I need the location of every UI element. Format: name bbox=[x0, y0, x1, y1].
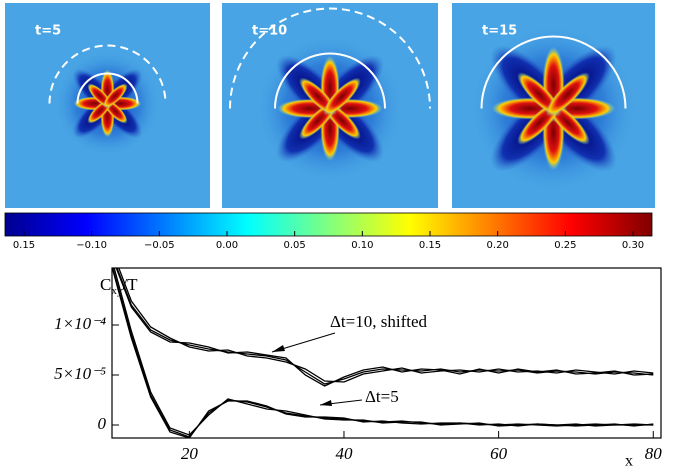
arrow-head bbox=[320, 400, 332, 406]
plot-frame bbox=[111, 267, 662, 439]
annotation: Δt=10, shifted bbox=[330, 312, 428, 331]
colorbar-tick-label: 0.25 bbox=[554, 240, 576, 251]
petal bbox=[102, 83, 128, 109]
colorbar bbox=[4, 212, 653, 237]
heatmaps: t=5 t=10 t=15 bbox=[5, 3, 655, 208]
panel-label: t=5 bbox=[35, 24, 61, 39]
x-tick-label: 20 bbox=[181, 444, 199, 463]
arc bbox=[274, 52, 386, 109]
heatmap-panel: t=15 bbox=[452, 3, 655, 208]
line bbox=[112, 268, 654, 438]
x-label: x bbox=[625, 453, 633, 469]
y-tick-label: 0 bbox=[98, 414, 107, 433]
x-tick-label: 40 bbox=[335, 444, 353, 463]
petal bbox=[545, 72, 590, 117]
colorbar-tick-label: 0.05 bbox=[284, 240, 306, 251]
colorbar-tick-label: 0.00 bbox=[216, 240, 238, 251]
line bbox=[113, 268, 654, 436]
colorbar-ticks: 0.15 −0.10 −0.05 0.00 0.05 0.10 0.15 0.20 0.25 0.… bbox=[13, 231, 644, 251]
x-tick-label: 60 bbox=[490, 444, 508, 463]
line bbox=[118, 268, 654, 383]
colorbar-tick-label: 0.30 bbox=[622, 240, 644, 251]
panel-label: t=10 bbox=[252, 24, 287, 39]
y-label: Cxy/T bbox=[100, 275, 138, 297]
x-tick-label: 80 bbox=[645, 444, 663, 463]
arc bbox=[76, 72, 139, 104]
panel-label: t=15 bbox=[482, 24, 517, 39]
annotation: Δt=5 bbox=[365, 387, 399, 406]
arrow-head bbox=[272, 345, 285, 352]
line bbox=[112, 268, 654, 438]
line bbox=[115, 268, 654, 387]
colorbar-tick-label: −0.10 bbox=[76, 240, 107, 251]
colorbar-tick-label: 0.15 bbox=[419, 240, 441, 251]
colorbar-tick-label: −0.05 bbox=[144, 240, 175, 251]
arc bbox=[480, 35, 627, 109]
heatmap-panel: t=10 bbox=[222, 3, 438, 208]
y-tick-label: 5×10⁻⁵ bbox=[54, 364, 106, 383]
plot: 20 40 60 80 0 5×10⁻⁵ 1×10⁻⁴ bbox=[54, 268, 663, 463]
colorbar-tick-label: 0.10 bbox=[351, 240, 373, 251]
y-tick-label: 1×10⁻⁴ bbox=[54, 314, 106, 333]
heatmap-panel: t=5 bbox=[5, 3, 210, 208]
colorbar-tick-label: 0.20 bbox=[487, 240, 509, 251]
arc-dashed bbox=[48, 44, 167, 104]
colorbar-tick-label: 0.15 bbox=[13, 240, 35, 251]
petal bbox=[323, 77, 361, 116]
arc-dashed bbox=[229, 7, 431, 109]
